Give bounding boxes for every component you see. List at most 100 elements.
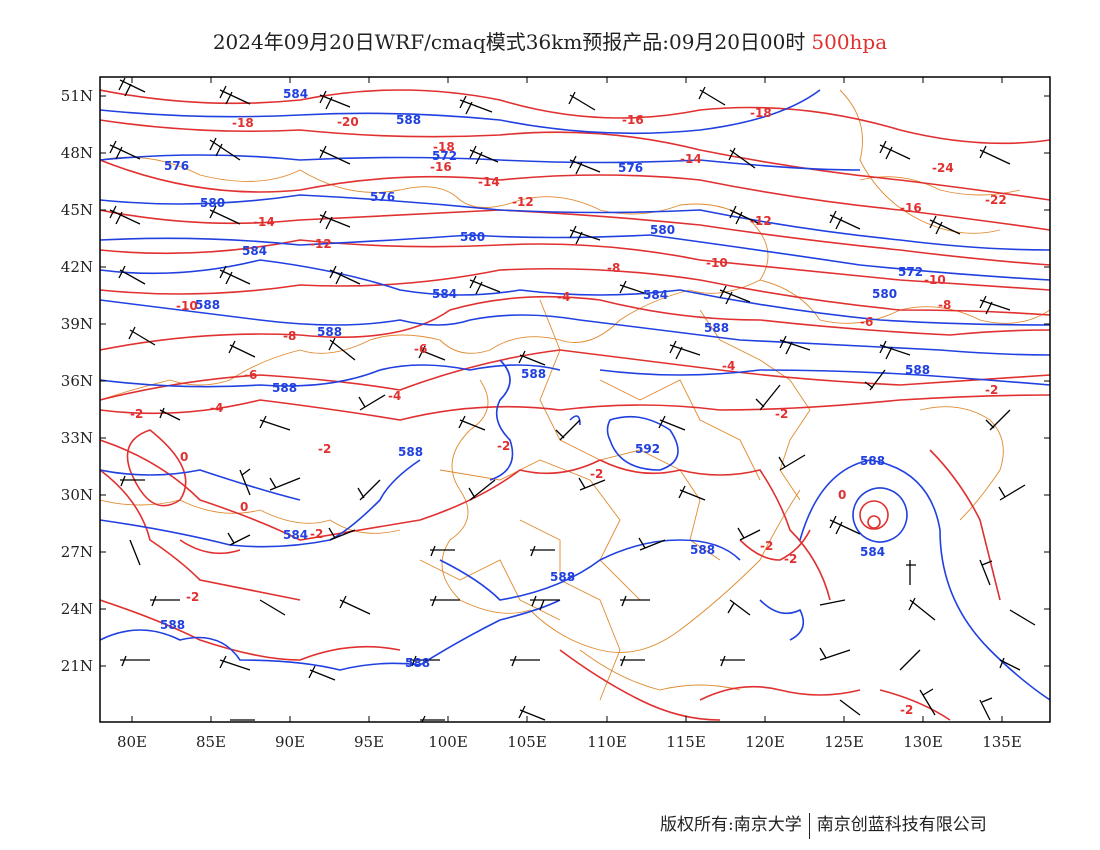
temperature-label: -6 <box>244 368 257 382</box>
height-label: 588 <box>690 543 715 557</box>
height-label: 588 <box>272 381 297 395</box>
temperature-label: -16 <box>622 113 644 127</box>
height-contours <box>100 89 1050 701</box>
temperature-label: -16 <box>900 201 922 215</box>
height-label: 580 <box>460 230 485 244</box>
temperature-label: -16 <box>430 160 452 174</box>
height-label: 576 <box>164 159 189 173</box>
axis-ticks <box>100 77 1050 722</box>
height-label: 572 <box>432 149 457 163</box>
height-label: 576 <box>370 190 395 204</box>
temperature-label: -14 <box>680 152 702 166</box>
temperature-label: -2 <box>775 407 788 421</box>
height-label: 588 <box>521 367 546 381</box>
height-label: 588 <box>405 656 430 670</box>
temperature-label: 0 <box>240 500 248 514</box>
lon-tick-label: 100E <box>428 733 468 751</box>
temperature-label: -14 <box>478 175 500 189</box>
temperature-contours <box>100 89 1050 721</box>
height-label: 588 <box>860 454 885 468</box>
height-label: 584 <box>643 288 668 302</box>
height-label: 588 <box>195 298 220 312</box>
latitude-labels: 51N 48N 45N 42N 39N 36N 33N 30N 27N 24N … <box>61 87 93 675</box>
wind-barbs <box>109 77 1036 722</box>
temperature-label: -6 <box>414 342 427 356</box>
height-label: 572 <box>898 265 923 279</box>
temperature-label: -14 <box>253 215 275 229</box>
lat-tick-label: 27N <box>61 543 93 561</box>
lat-tick-label: 48N <box>61 144 93 162</box>
height-label: 580 <box>872 287 897 301</box>
lat-tick-label: 45N <box>61 201 93 219</box>
footer: 版权所有:南京大学 南京创蓝科技有限公司 <box>660 810 987 839</box>
temperature-label: -18 <box>232 116 254 130</box>
lat-tick-label: 36N <box>61 372 93 390</box>
height-label: 576 <box>618 161 643 175</box>
lon-tick-label: 80E <box>117 733 147 751</box>
lat-tick-label: 33N <box>61 429 93 447</box>
lat-tick-label: 30N <box>61 486 93 504</box>
temperature-label: -22 <box>985 193 1007 207</box>
temperature-label: -18 <box>750 106 772 120</box>
temperature-label: -18 <box>433 140 455 154</box>
pressure-level: 500hpa <box>811 30 888 54</box>
lon-tick-label: 90E <box>275 733 305 751</box>
temperature-label: -12 <box>750 214 772 228</box>
temperature-label: -4 <box>557 290 570 304</box>
height-label: 588 <box>396 113 421 127</box>
lat-tick-label: 51N <box>61 87 93 105</box>
temperature-label: -2 <box>130 407 143 421</box>
height-label: 588 <box>905 363 930 377</box>
temperature-label: -2 <box>310 527 323 541</box>
lon-tick-label: 135E <box>982 733 1022 751</box>
chart-title: 2024年09月20日WRF/cmaq模式36km预报产品:09月20日00时 5… <box>0 26 1100 55</box>
height-label: 580 <box>200 196 225 210</box>
temperature-label: -20 <box>337 115 359 129</box>
temperature-label: -24 <box>932 161 954 175</box>
temperature-label: -8 <box>607 261 620 275</box>
temperature-label: -2 <box>186 590 199 604</box>
temperature-contour-labels: -18 -20 -16 -18 -16 -14 -14 -18 -24 -22 … <box>130 106 1007 717</box>
lat-tick-label: 24N <box>61 600 93 618</box>
map-frame <box>99 76 1051 723</box>
temperature-label: -2 <box>784 552 797 566</box>
temperature-label: 0 <box>180 450 188 464</box>
height-label: 584 <box>283 87 308 101</box>
height-label: 580 <box>650 223 675 237</box>
height-label: 584 <box>860 545 885 559</box>
title-text: 2024年09月20日WRF/cmaq模式36km预报产品:09月20日00时 <box>212 30 806 54</box>
height-contour-labels: 584 588 576 572 576 580 580 584 580 584 … <box>160 87 930 670</box>
height-label: 588 <box>317 325 342 339</box>
height-label: 588 <box>550 570 575 584</box>
temperature-label: -10 <box>176 299 198 313</box>
temperature-label: -10 <box>706 256 728 270</box>
temperature-label: -2 <box>318 442 331 456</box>
company-name: 南京创蓝科技有限公司 <box>816 815 987 835</box>
height-label: 588 <box>160 618 185 632</box>
height-label: 592 <box>635 442 660 456</box>
lat-tick-label: 39N <box>61 315 93 333</box>
temperature-label: -4 <box>210 401 223 415</box>
height-label: 584 <box>432 287 457 301</box>
lon-tick-label: 110E <box>587 733 627 751</box>
temperature-label: -8 <box>938 298 951 312</box>
temperature-label: -2 <box>985 383 998 397</box>
temperature-label: -2 <box>760 539 773 553</box>
temperature-label: -6 <box>860 315 873 329</box>
height-label: 588 <box>704 321 729 335</box>
lon-tick-label: 130E <box>903 733 943 751</box>
lon-tick-label: 120E <box>745 733 785 751</box>
temperature-label: -2 <box>590 467 603 481</box>
temperature-label: -2 <box>497 439 510 453</box>
height-label: 584 <box>242 244 267 258</box>
lon-tick-label: 115E <box>666 733 706 751</box>
temperature-label: -12 <box>512 195 534 209</box>
lat-tick-label: 42N <box>61 258 93 276</box>
temperature-label: -10 <box>924 273 946 287</box>
lat-tick-label: 21N <box>61 657 93 675</box>
lon-tick-label: 105E <box>507 733 547 751</box>
temperature-label: -8 <box>283 329 296 343</box>
lon-tick-label: 125E <box>824 733 864 751</box>
height-label: 584 <box>283 528 308 542</box>
